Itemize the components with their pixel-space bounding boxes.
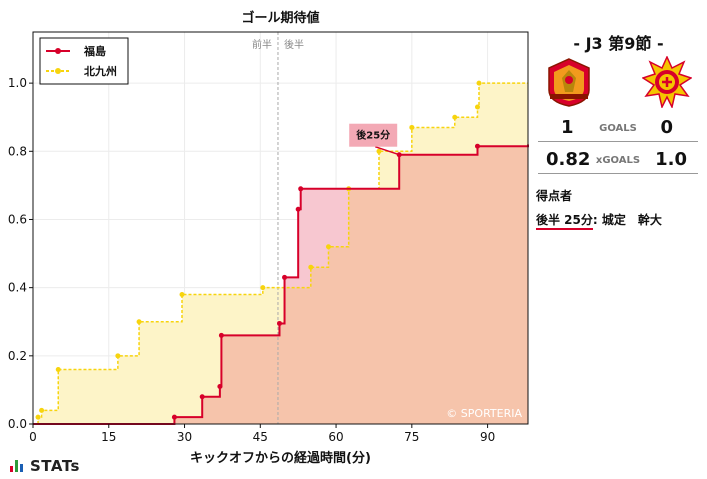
scorer-player: 城定 幹大 — [601, 213, 662, 227]
home-series-point — [199, 394, 205, 400]
legend-box — [39, 37, 129, 85]
legend-label-home: 福島 — [83, 44, 106, 58]
y-tick-label: 0.0 — [8, 417, 27, 431]
home-xg: 0.82 — [546, 149, 591, 170]
away-goals: 0 — [660, 117, 673, 138]
away-series-point — [452, 114, 458, 120]
x-tick-label: 0 — [29, 430, 37, 444]
home-series-point — [171, 414, 177, 420]
scorer-entry: 後半 25分: 城定 幹大 — [536, 211, 662, 230]
x-tick-label: 30 — [177, 430, 192, 444]
y-tick-label: 0.2 — [8, 349, 27, 363]
away-xg: 1.0 — [655, 149, 687, 170]
x-tick-label: 15 — [101, 430, 116, 444]
halftime-label-second: 後半 — [284, 38, 304, 51]
annotation-pointer — [374, 146, 400, 156]
chart-title: ゴール期待値 — [241, 10, 319, 26]
home-goals: 1 — [561, 117, 574, 138]
away-series-point — [308, 264, 314, 270]
x-tick-label: 90 — [480, 430, 495, 444]
home-series-point — [298, 186, 304, 192]
home-series-point — [217, 384, 223, 390]
goals-row: 1 GOALS 0 — [538, 117, 698, 142]
away-series-point — [179, 291, 185, 297]
xg-label: xGOALS — [595, 155, 641, 166]
away-series-point — [409, 124, 415, 130]
legend-label-away: 北九州 — [84, 64, 117, 78]
fukushima-united-crest-icon — [548, 58, 590, 107]
stats-brand-text: STATs — [30, 457, 80, 475]
home-series-point — [474, 143, 480, 149]
legend-marker-away — [55, 68, 61, 74]
away-series-point — [39, 407, 45, 413]
match-title: - J3 第9節 - — [573, 34, 664, 53]
away-series-point — [325, 244, 331, 250]
home-series-point — [282, 274, 288, 280]
scorer-separator: : — [592, 213, 602, 227]
home-series-point — [218, 332, 224, 338]
y-tick-label: 0.4 — [8, 281, 27, 295]
goals-label: GOALS — [599, 123, 637, 134]
x-tick-label: 75 — [404, 430, 419, 444]
legend-marker-home — [55, 48, 61, 54]
away-series-point — [260, 285, 266, 291]
away-series-point — [376, 148, 382, 154]
annotation-box — [349, 123, 398, 147]
away-series-point — [55, 366, 61, 372]
y-tick-label: 0.8 — [8, 144, 27, 158]
home-series-point — [295, 206, 301, 212]
plot-frame — [32, 31, 529, 425]
away-series-point — [136, 319, 142, 325]
away-series-point — [474, 104, 480, 110]
y-tick-label: 0.6 — [8, 212, 27, 226]
away-series-point — [35, 414, 41, 420]
x-tick-label: 60 — [328, 430, 343, 444]
away-series-point — [476, 80, 482, 86]
home-series-point — [276, 320, 282, 326]
stats-bars-icon — [10, 460, 23, 472]
halftime-label-first: 前半 — [252, 38, 272, 51]
x-axis-label: キックオフからの経過時間(分) — [190, 450, 371, 466]
home-series-line — [33, 144, 529, 425]
scorers-heading: 得点者 — [536, 189, 573, 203]
away-series-point — [115, 353, 121, 359]
x-tick-label: 45 — [253, 430, 268, 444]
overlap-area-fill — [33, 144, 528, 425]
y-tick-label: 1.0 — [8, 76, 27, 90]
xg-row: 0.82 xGOALS 1.0 — [538, 149, 698, 174]
annotation-label: 後25分 — [356, 129, 390, 142]
giravanz-kitakyushu-crest-icon — [642, 56, 692, 108]
watermark: © SPORTERIA — [446, 407, 522, 420]
scorer-time: 後半 25分 — [536, 213, 593, 230]
match-panel: - J3 第9節 - 1 GOALS 0 0.82 xGOALS 1.0 得点者… — [530, 0, 707, 260]
